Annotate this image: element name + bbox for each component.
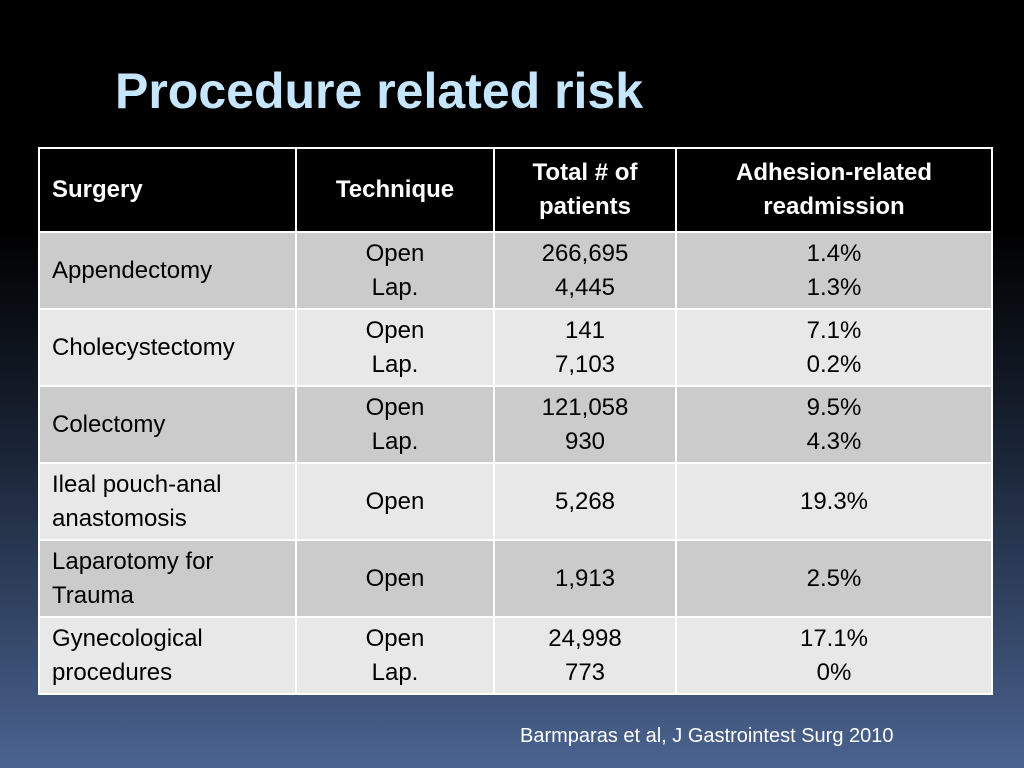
table-body: Appendectomy Open Lap. 266,695 4,445 1.4% 1.3%… xyxy=(38,231,993,695)
cell-line: Open xyxy=(365,239,425,267)
cell-line: 141 xyxy=(564,316,606,344)
table-cell: Open xyxy=(295,462,495,541)
cell-line: Open xyxy=(365,393,425,421)
table-cell: Open Lap. xyxy=(295,616,495,695)
cell-line: 1.3% xyxy=(806,273,862,301)
cell-line: 930 xyxy=(564,427,606,455)
table-cell: 7.1% 0.2% xyxy=(675,308,993,387)
cell-line: Surgery xyxy=(52,176,143,203)
cell-line: Cholecystectomy xyxy=(52,333,235,361)
header-cell: Surgery xyxy=(38,147,297,233)
cell-line: 7,103 xyxy=(554,350,616,378)
table-cell: Laparotomy for Trauma xyxy=(38,539,297,618)
cell-line: Trauma xyxy=(52,581,134,609)
cell-line: Ileal pouch-anal xyxy=(52,470,222,498)
cell-line: Lap. xyxy=(371,658,419,686)
table-cell: Open xyxy=(295,539,495,618)
table-cell: Open Lap. xyxy=(295,231,495,310)
table-cell: 266,695 4,445 xyxy=(493,231,677,310)
table-row: Gynecological procedures Open Lap. 24,998 773… xyxy=(38,616,993,695)
cell-line: 5,268 xyxy=(554,487,616,515)
cell-line: 1.4% xyxy=(806,239,862,267)
cell-line: 4.3% xyxy=(806,427,862,455)
citation: Barmparas et al, J Gastrointest Surg 201… xyxy=(520,725,894,747)
table-cell: 24,998 773 xyxy=(493,616,677,695)
header-cell: Technique xyxy=(295,147,495,233)
cell-line: 0% xyxy=(816,658,852,686)
cell-line: 2.5% xyxy=(806,564,862,592)
header-cell: Adhesion-related readmission xyxy=(675,147,993,233)
header-cell: Total # of patients xyxy=(493,147,677,233)
cell-line: 1,913 xyxy=(554,564,616,592)
table-row: Colectomy Open Lap. 121,058 930 9.5% 4.3% xyxy=(38,385,993,464)
table-cell: Open Lap. xyxy=(295,308,495,387)
table-cell: Appendectomy xyxy=(38,231,297,310)
table-row: Laparotomy for Trauma Open 1,913 2.5% xyxy=(38,539,993,618)
cell-line: Gynecological xyxy=(52,624,203,652)
cell-line: Adhesion-related xyxy=(735,159,933,186)
table-cell: 17.1% 0% xyxy=(675,616,993,695)
cell-line: Lap. xyxy=(371,273,419,301)
table-cell: 2.5% xyxy=(675,539,993,618)
cell-line: patients xyxy=(538,193,631,220)
cell-line: Open xyxy=(365,624,425,652)
cell-line: procedures xyxy=(52,658,173,686)
cell-line: 121,058 xyxy=(541,393,629,421)
data-table: Surgery Technique Total # of patients Adhesi… xyxy=(38,147,993,695)
cell-line: Laparotomy for xyxy=(52,547,214,575)
table-cell: 5,268 xyxy=(493,462,677,541)
table-cell: 141 7,103 xyxy=(493,308,677,387)
cell-line: 19.3% xyxy=(799,487,869,515)
table-cell: 19.3% xyxy=(675,462,993,541)
cell-line: Open xyxy=(365,487,425,515)
cell-line: 24,998 xyxy=(548,624,622,652)
cell-line: 266,695 xyxy=(541,239,629,267)
cell-line: Total # of xyxy=(532,159,638,186)
cell-line: 9.5% xyxy=(806,393,862,421)
cell-line: Lap. xyxy=(371,350,419,378)
cell-line: 0.2% xyxy=(806,350,862,378)
table-cell: Colectomy xyxy=(38,385,297,464)
header-row: Surgery Technique Total # of patients Adhesi… xyxy=(38,147,993,233)
cell-line: 4,445 xyxy=(554,273,616,301)
table-cell: 1,913 xyxy=(493,539,677,618)
cell-line: Technique xyxy=(335,176,455,203)
cell-line: Appendectomy xyxy=(52,256,213,284)
slide-title: Procedure related risk xyxy=(115,63,644,119)
table-cell: Gynecological procedures xyxy=(38,616,297,695)
table-cell: 1.4% 1.3% xyxy=(675,231,993,310)
cell-line: Lap. xyxy=(371,427,419,455)
cell-line: Colectomy xyxy=(52,410,166,438)
table-row: Ileal pouch-anal anastomosis Open 5,268 19.3… xyxy=(38,462,993,541)
table-cell: Open Lap. xyxy=(295,385,495,464)
table-cell: Ileal pouch-anal anastomosis xyxy=(38,462,297,541)
table-row: Appendectomy Open Lap. 266,695 4,445 1.4% 1.3% xyxy=(38,231,993,310)
table-row: Cholecystectomy Open Lap. 141 7,103 7.1% 0.2% xyxy=(38,308,993,387)
cell-line: readmission xyxy=(763,193,905,220)
cell-line: Open xyxy=(365,316,425,344)
table-cell: Cholecystectomy xyxy=(38,308,297,387)
table-cell: 121,058 930 xyxy=(493,385,677,464)
cell-line: anastomosis xyxy=(52,504,187,532)
cell-line: Open xyxy=(365,564,425,592)
cell-line: 17.1% xyxy=(799,624,869,652)
cell-line: 7.1% xyxy=(806,316,862,344)
table-cell: 9.5% 4.3% xyxy=(675,385,993,464)
cell-line: 773 xyxy=(564,658,606,686)
